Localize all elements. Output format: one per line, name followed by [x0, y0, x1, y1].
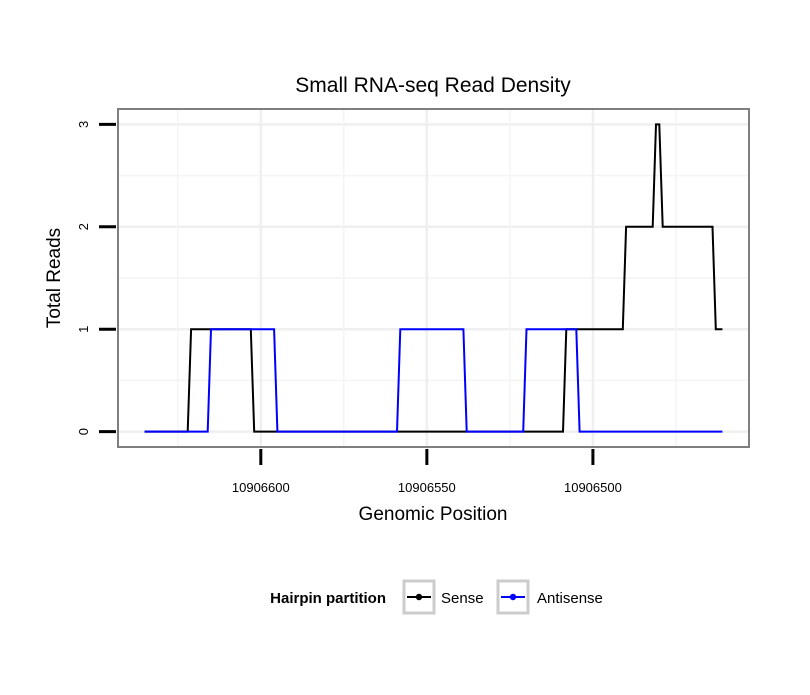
x-tick-label: 10906550: [398, 480, 456, 495]
series-line-antisense: [144, 328, 723, 433]
x-tick-label: 10906600: [232, 480, 290, 495]
y-tick-label: 3: [76, 121, 91, 128]
x-tick-label: 10906500: [564, 480, 622, 495]
y-tick-label: 1: [76, 326, 91, 333]
legend-item-sense[interactable]: Sense: [402, 579, 484, 615]
grid: [118, 109, 749, 447]
legend-swatch-sense-point: [415, 593, 423, 601]
legend-title: Hairpin partition: [270, 590, 386, 607]
legend-label-sense: Sense: [441, 590, 484, 607]
y-tick-label: 0: [76, 428, 91, 435]
axis-ticks: 0 1 2 3 10906600 10906550 10906500: [76, 121, 622, 495]
y-tick-label: 2: [76, 223, 91, 230]
x-axis-label: Genomic Position: [359, 504, 508, 525]
legend-swatch-antisense-point: [509, 593, 517, 601]
series-layer: [144, 123, 723, 433]
y-axis-label: Total Reads: [44, 228, 65, 328]
legend: Hairpin partition Sense Antisense: [270, 579, 603, 615]
chart-title: Small RNA-seq Read Density: [295, 74, 571, 97]
legend-item-antisense[interactable]: Antisense: [496, 579, 603, 615]
legend-label-antisense: Antisense: [537, 590, 603, 607]
panel-border: [117, 108, 750, 448]
